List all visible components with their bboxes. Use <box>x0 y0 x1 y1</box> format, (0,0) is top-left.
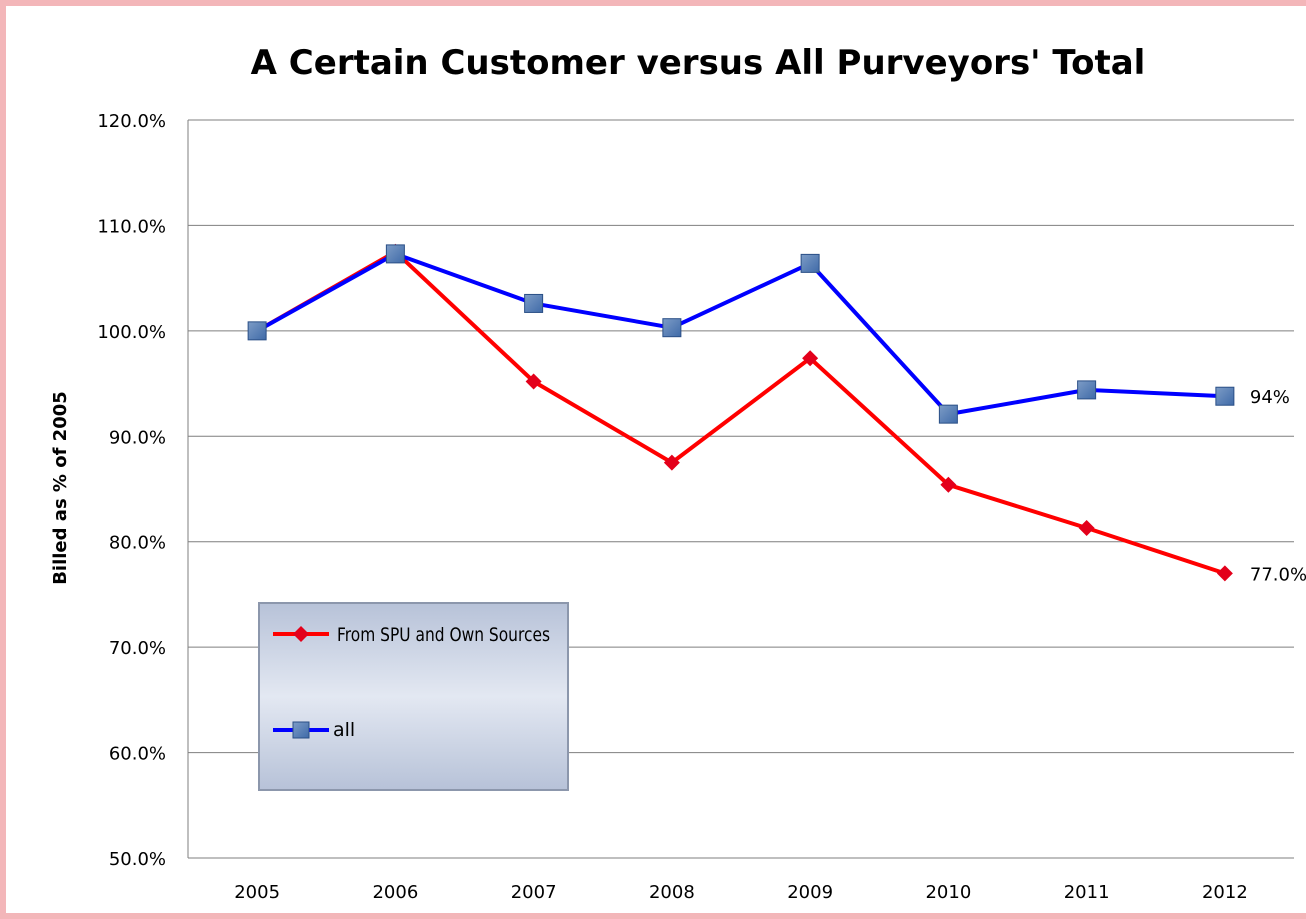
series-layer: 77.0% 94% <box>247 243 1306 585</box>
x-tick-label: 2012 <box>1202 882 1248 903</box>
x-tick-label: 2010 <box>925 882 971 903</box>
legend[interactable]: From SPU and Own Sources all <box>258 602 569 791</box>
x-tick-label: 2011 <box>1064 882 1110 903</box>
y-tick-labels: 50.0% 60.0% 70.0% 80.0% 90.0% 100.0% 110.0% 120… <box>97 111 166 870</box>
data-point[interactable] <box>247 321 267 341</box>
data-point[interactable] <box>1078 520 1095 537</box>
data-point[interactable] <box>525 373 542 390</box>
chart-title: A Certain Customer versus All Purveyors'… <box>251 43 1146 83</box>
y-tick-label: 80.0% <box>109 533 166 554</box>
series-2: 94% <box>247 244 1290 424</box>
x-tick-label: 2005 <box>234 882 280 903</box>
data-point[interactable] <box>802 350 819 367</box>
y-tick-label: 110.0% <box>97 216 166 237</box>
y-axis-label: Billed as % of 2005 <box>50 391 71 585</box>
data-label: 94% <box>1250 387 1290 408</box>
data-point[interactable] <box>800 253 820 273</box>
y-tick-label: 50.0% <box>109 849 166 870</box>
series-line <box>256 251 1225 417</box>
y-tick-label: 100.0% <box>97 322 166 343</box>
data-point[interactable] <box>938 404 958 424</box>
data-point[interactable] <box>1077 380 1097 400</box>
x-tick-label: 2009 <box>787 882 833 903</box>
data-point[interactable] <box>385 244 405 264</box>
legend-marker-series-1 <box>293 626 309 642</box>
data-point[interactable] <box>662 318 682 338</box>
y-tick-label: 70.0% <box>109 638 166 659</box>
x-tick-label: 2006 <box>372 882 418 903</box>
data-point[interactable] <box>524 293 544 313</box>
series-1: 77.0% <box>249 243 1306 585</box>
x-tick-label: 2007 <box>511 882 557 903</box>
series-line <box>256 249 1226 576</box>
x-tick-label: 2008 <box>649 882 695 903</box>
legend-label-series-2: all <box>333 719 355 741</box>
data-point[interactable] <box>1215 386 1235 406</box>
y-tick-label: 60.0% <box>109 744 166 765</box>
y-tick-label: 120.0% <box>97 111 166 132</box>
data-label: 77.0% <box>1250 564 1306 585</box>
legend-label-series-1: From SPU and Own Sources <box>337 624 550 646</box>
x-tick-labels: 2005 2006 2007 2008 2009 2010 2011 2012 <box>234 882 1248 903</box>
y-tick-label: 90.0% <box>109 427 166 448</box>
data-point[interactable] <box>1216 565 1233 582</box>
data-point[interactable] <box>940 476 957 493</box>
legend-marker-series-2 <box>292 721 310 739</box>
data-point[interactable] <box>663 454 680 471</box>
